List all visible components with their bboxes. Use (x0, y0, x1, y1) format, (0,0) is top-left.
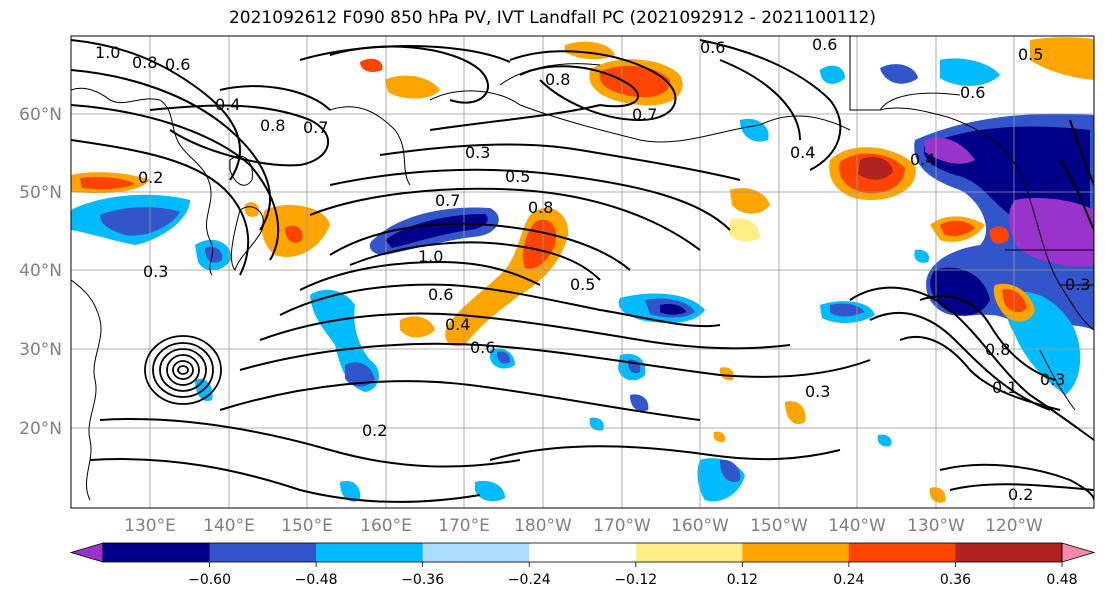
colorbar-tick-label: 0.48 (1046, 572, 1077, 588)
colorbar-swatch (529, 543, 637, 562)
plot-frame (70, 35, 1095, 509)
contour-label: 0.2 (362, 421, 387, 440)
map-title: 2021092612 F090 850 hPa PV, IVT Landfall… (228, 8, 876, 28)
colorbar: −0.60 −0.48 −0.36 −0.24 −0.12 0.12 0.24 0.36 0.4… (69, 542, 1096, 588)
colorbar-frame (102, 542, 1063, 563)
contour-label: 0.3 (465, 143, 490, 162)
lat-label: 20°N (19, 419, 62, 439)
contour-label: 0.2 (138, 168, 163, 187)
lon-label: 140°E (203, 516, 255, 536)
colorbar-tick-label: −0.24 (508, 572, 551, 588)
contour-label: 1.0 (418, 247, 443, 266)
contour-label: 0.6 (812, 35, 837, 54)
contour-label: 0.5 (1018, 45, 1043, 64)
lon-label: 120°W (985, 516, 1043, 536)
contour-label: 0.5 (505, 167, 530, 186)
contour-label: 0.4 (910, 150, 935, 169)
contour-label: 0.7 (303, 118, 328, 137)
contour-label: 0.4 (445, 315, 470, 334)
colorbar-swatch (848, 543, 956, 562)
lon-label: 180°W (514, 516, 572, 536)
lat-label: 40°N (19, 261, 62, 281)
lon-label: 130°W (907, 516, 965, 536)
contour-label: 0.7 (435, 191, 460, 210)
contour-label: 0.3 (1065, 275, 1090, 294)
contour-label: 0.4 (790, 143, 815, 162)
colorbar-swatch (635, 543, 743, 562)
lon-label: 140°W (828, 516, 886, 536)
contour-label: 0.3 (143, 262, 168, 281)
contour-label: 0.5 (570, 275, 595, 294)
typhoon-contours (144, 335, 222, 405)
colorbar-tick-label: 0.36 (940, 572, 971, 588)
contour-label: 0.1 (992, 378, 1017, 397)
lon-label: 130°E (124, 516, 176, 536)
lon-label: 170°W (593, 516, 651, 536)
lat-label: 30°N (19, 340, 62, 360)
longitude-labels: 130°E 140°E 150°E 160°E 170°E 180°W 170°… (124, 516, 1043, 536)
lon-label: 150°W (750, 516, 808, 536)
contour-label: 0.8 (545, 70, 570, 89)
colorbar-swatch (955, 543, 1063, 562)
coastlines (71, 36, 1094, 501)
contour-label: 0.8 (132, 53, 157, 72)
contour-label-group: 1.0 0.8 0.6 0.4 0.8 0.7 0.2 0.3 0.8 0.6 … (95, 35, 1090, 504)
colorbar-swatch (209, 543, 317, 562)
colorbar-swatch (103, 543, 211, 562)
contour-label: 0.8 (260, 116, 285, 135)
contour-label: 1.0 (95, 43, 120, 62)
colorbar-extend-high (1061, 542, 1096, 563)
contour-label: 0.7 (632, 105, 657, 124)
colorbar-tick-label: −0.48 (295, 572, 338, 588)
contour-label: 0.8 (985, 340, 1010, 359)
lon-label: 150°E (281, 516, 333, 536)
colorbar-extend-low (69, 542, 104, 563)
colorbar-tick-label: −0.12 (614, 572, 657, 588)
contour-label: 0.3 (805, 382, 830, 401)
lon-label: 170°E (438, 516, 490, 536)
colorbar-tick-label: 0.24 (833, 572, 864, 588)
contour-label: 0.4 (215, 95, 240, 114)
latitude-labels: 60°N 50°N 40°N 30°N 20°N (19, 105, 62, 439)
colorbar-swatch (742, 543, 850, 562)
colorbar-tick-label: −0.36 (401, 572, 444, 588)
contour-label: 0.3 (1040, 370, 1065, 389)
contour-label: 0.6 (470, 338, 495, 357)
contour-label: 0.6 (700, 38, 725, 57)
lat-label: 60°N (19, 105, 62, 125)
pv-fill-layer (71, 37, 1094, 503)
contour-label: 0.6 (960, 83, 985, 102)
lon-label: 160°W (671, 516, 729, 536)
colorbar-swatch (316, 543, 424, 562)
lon-label: 160°E (360, 516, 412, 536)
colorbar-swatch (422, 543, 530, 562)
contour-label: 0.6 (165, 55, 190, 74)
pv-contours (71, 39, 1094, 503)
lat-label: 50°N (19, 183, 62, 203)
colorbar-tick-label: 0.12 (727, 572, 758, 588)
contour-label: 0.8 (528, 198, 553, 217)
contour-label: 0.6 (428, 285, 453, 304)
colorbar-tick-label: −0.60 (188, 572, 231, 588)
contour-label: 0.2 (1008, 485, 1033, 504)
